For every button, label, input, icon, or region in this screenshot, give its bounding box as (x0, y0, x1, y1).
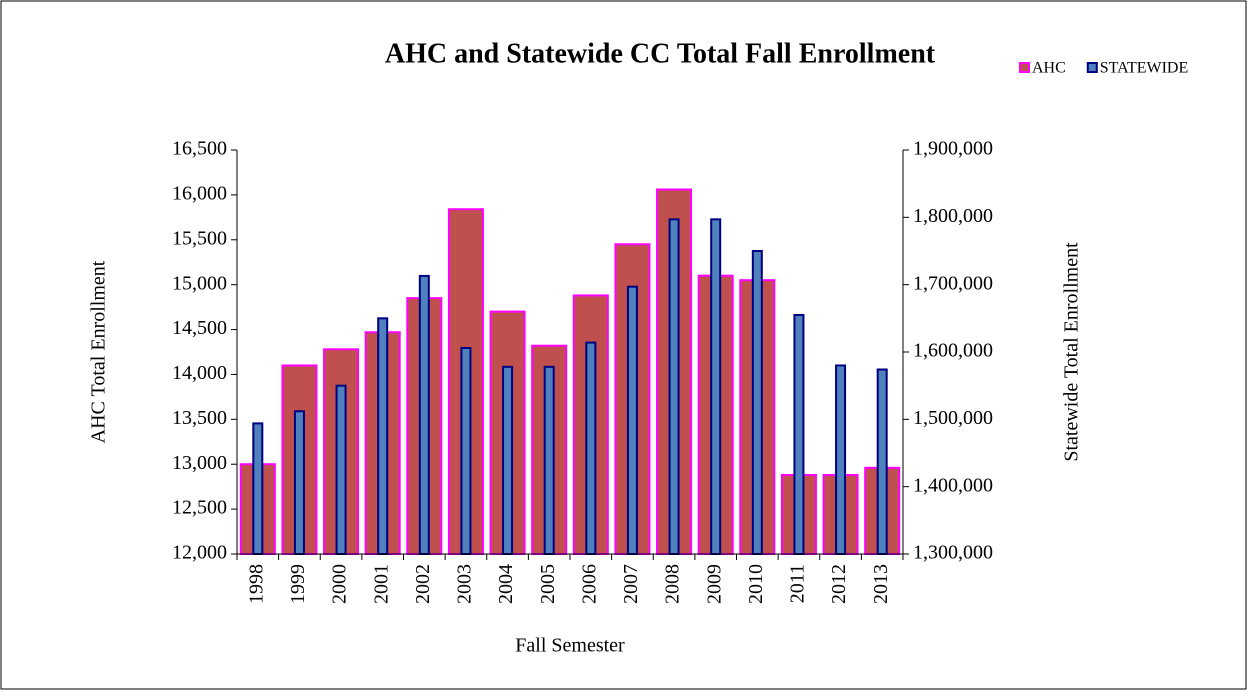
x-tick-label: 2007 (620, 564, 642, 604)
bar (751, 250, 763, 555)
x-tick-label: 2004 (495, 564, 517, 604)
y-tick-label: 16,000 (172, 182, 227, 204)
y-tick-label: 15,500 (172, 227, 227, 249)
legend-label: AHC (1032, 60, 1066, 77)
y-tick-label: 12,000 (172, 542, 227, 564)
legend-swatch (1019, 62, 1030, 73)
y-tick-label: 14,500 (172, 317, 227, 339)
x-tick-label: 2011 (787, 564, 809, 603)
x-tick-label: 2009 (703, 564, 725, 604)
bar (335, 384, 347, 555)
bar (876, 368, 888, 555)
y-tick-label: 14,000 (172, 362, 227, 384)
x-tick-label: 2000 (329, 564, 351, 604)
y-tick-label: 16,500 (172, 138, 227, 160)
bar (252, 422, 264, 555)
y2-tick-label: 1,800,000 (913, 205, 993, 227)
y2-tick-label: 1,500,000 (913, 407, 993, 429)
x-tick-label: 2001 (370, 564, 392, 604)
x-tick-label: 2010 (745, 564, 767, 604)
bar (543, 365, 555, 555)
x-tick-label: 2005 (537, 564, 559, 604)
bar (460, 346, 472, 555)
y-axis-title: AHC Total Enrollment (88, 260, 110, 443)
y2-tick-label: 1,700,000 (913, 272, 993, 294)
x-tick-label: 2012 (828, 564, 850, 604)
bar (585, 341, 597, 555)
bar (502, 365, 514, 555)
bar (293, 410, 305, 555)
y2-tick-label: 1,300,000 (913, 542, 993, 564)
y2-tick-label: 1,600,000 (913, 340, 993, 362)
bar (793, 313, 805, 556)
x-tick-label: 1998 (245, 564, 267, 604)
x-tick-label: 2006 (578, 564, 600, 604)
bar (835, 364, 847, 556)
y2-tick-label: 1,900,000 (913, 138, 993, 160)
x-tick-label: 2002 (412, 564, 434, 604)
x-tick-label: 2013 (870, 564, 892, 604)
legend-swatch (1086, 62, 1098, 73)
y-tick-label: 13,500 (172, 407, 227, 429)
bar (377, 317, 389, 556)
legend-label: STATEWIDE (1100, 60, 1188, 77)
y2-axis-title: Statewide Total Enrollment (1061, 242, 1083, 462)
x-tick-label: 1999 (287, 564, 309, 604)
bar (668, 218, 680, 555)
bar (710, 218, 722, 555)
bar (626, 285, 638, 555)
y2-tick-label: 1,400,000 (913, 474, 993, 496)
y-tick-label: 15,000 (172, 272, 227, 294)
chart-title: AHC and Statewide CC Total Fall Enrollme… (385, 38, 936, 69)
bar (418, 274, 430, 555)
y-tick-label: 13,000 (172, 452, 227, 474)
x-tick-label: 2003 (454, 564, 476, 604)
x-tick-label: 2008 (662, 564, 684, 604)
y-tick-label: 12,500 (172, 497, 227, 519)
x-axis-title: Fall Semester (515, 635, 625, 657)
